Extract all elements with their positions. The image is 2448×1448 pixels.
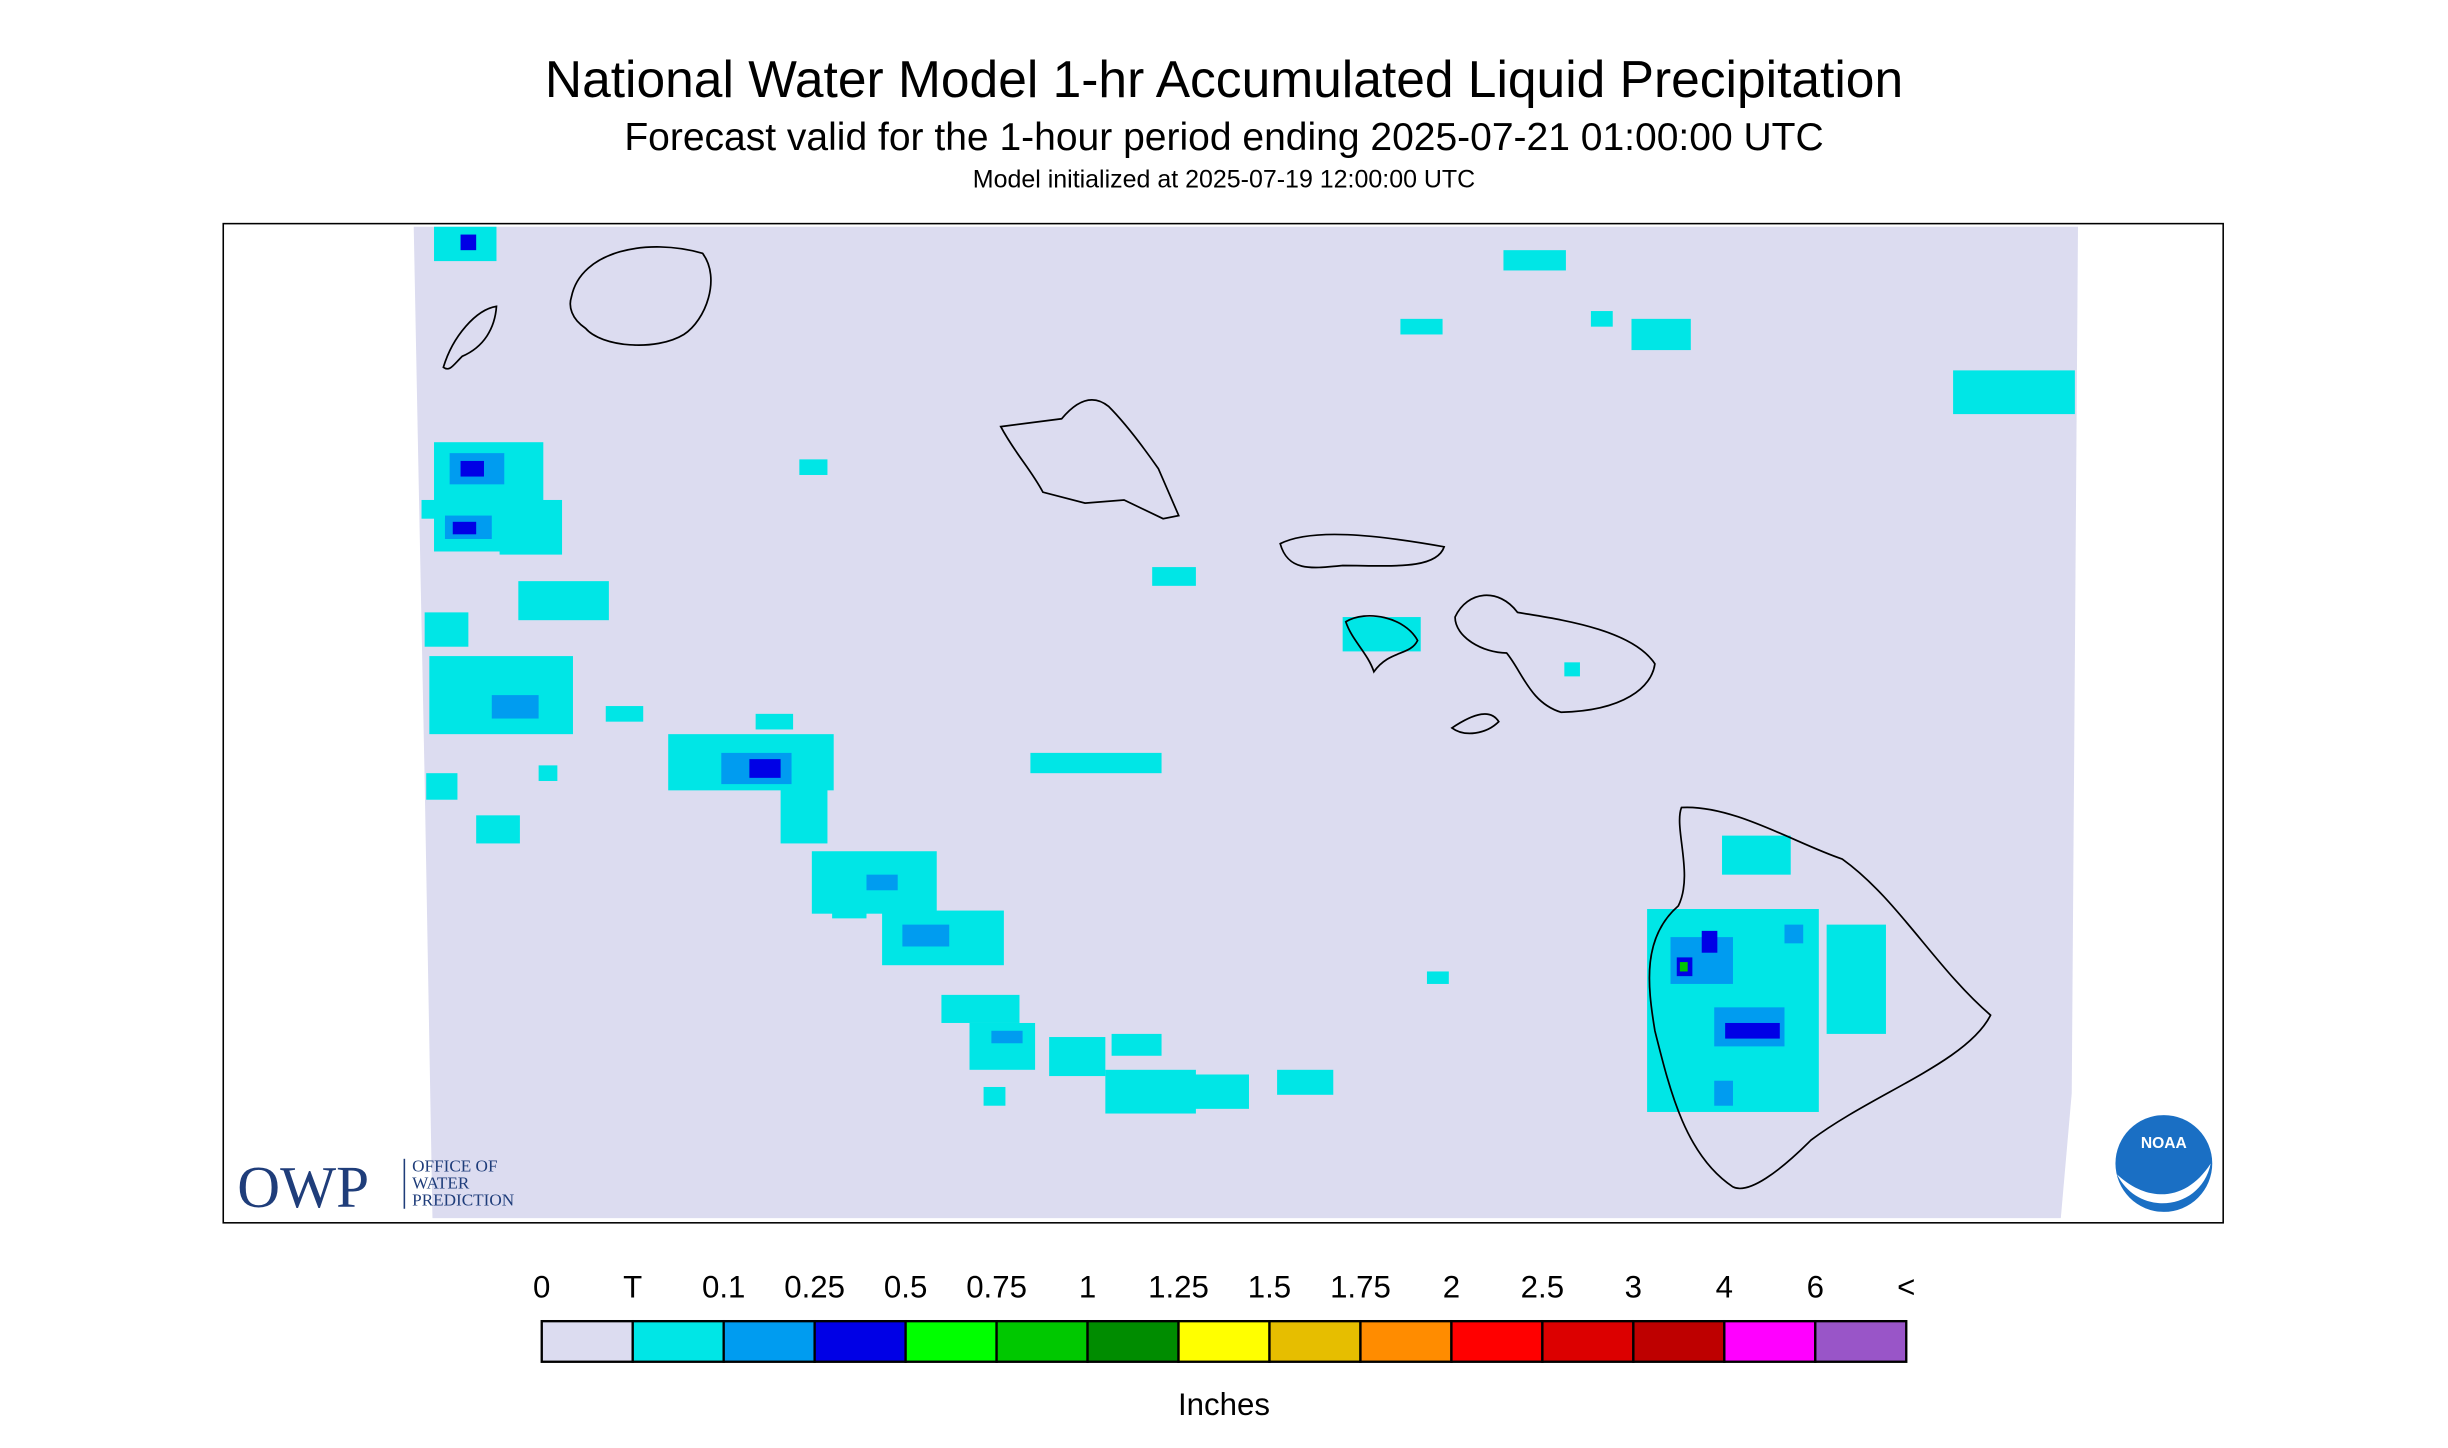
- legend-label: 0.75: [966, 1270, 1027, 1305]
- noaa-text: NOAA: [2141, 1135, 2187, 1152]
- legend-swatch: [1814, 1319, 1908, 1363]
- legend-label: T: [623, 1270, 642, 1305]
- model-domain: [413, 226, 2078, 1219]
- subtitle: Forecast valid for the 1-hour period end…: [624, 116, 1823, 159]
- legend-label: 1.75: [1330, 1270, 1391, 1305]
- legend-swatch: [813, 1319, 907, 1363]
- legend-swatch: [1450, 1319, 1544, 1363]
- title: National Water Model 1-hr Accumulated Li…: [545, 50, 1903, 108]
- legend-label: 2: [1443, 1270, 1460, 1305]
- noaa-logo: NOAA: [2115, 1115, 2213, 1212]
- map: [222, 222, 2224, 1224]
- init-time: Model initialized at 2025-07-19 12:00:00…: [973, 166, 1475, 194]
- legend-swatch: [1541, 1319, 1635, 1363]
- legend-label: 1.5: [1248, 1270, 1291, 1305]
- owp-line: WATER: [412, 1173, 470, 1192]
- legend-label: 0: [533, 1270, 550, 1305]
- island-outlines: [442, 246, 1992, 1190]
- owp-line: PREDICTION: [412, 1191, 514, 1210]
- legend-swatch: [904, 1319, 998, 1363]
- legend-unit: Inches: [1178, 1387, 1270, 1422]
- precip-areas: [421, 226, 2075, 1114]
- legend-label: 0.5: [884, 1270, 927, 1305]
- legend-swatch: [722, 1319, 816, 1363]
- legend-label: <: [1897, 1270, 1915, 1305]
- owp-line: OFFICE OF: [412, 1156, 497, 1175]
- legend-swatch: [1268, 1319, 1362, 1363]
- owp-logo: OWP OFFICE OF WATER PREDICTION: [237, 1154, 514, 1220]
- legend-label: 0.25: [784, 1270, 845, 1305]
- legend-label: 2.5: [1521, 1270, 1564, 1305]
- color-legend: 0 T 0.1 0.25 0.5 0.75 1 1.25 1.5 1.75 2 2.5 3 4 6 <: [533, 1270, 1915, 1363]
- legend-swatch: [631, 1319, 725, 1363]
- owp-mark: OWP: [237, 1154, 369, 1220]
- legend-swatch: [1359, 1319, 1453, 1363]
- legend-swatch: [1177, 1319, 1271, 1363]
- legend-swatch: [1086, 1319, 1180, 1363]
- legend-label: 0.1: [702, 1270, 745, 1305]
- legend-label: 1.25: [1148, 1270, 1209, 1305]
- legend-label: 1: [1079, 1270, 1096, 1305]
- legend-swatch: [995, 1319, 1089, 1363]
- legend-label: 4: [1716, 1270, 1733, 1305]
- legend-label: 6: [1807, 1270, 1824, 1305]
- legend-label: 3: [1625, 1270, 1642, 1305]
- legend-swatch: [1632, 1319, 1726, 1363]
- legend-swatch: [540, 1319, 634, 1363]
- legend-swatch: [1723, 1319, 1817, 1363]
